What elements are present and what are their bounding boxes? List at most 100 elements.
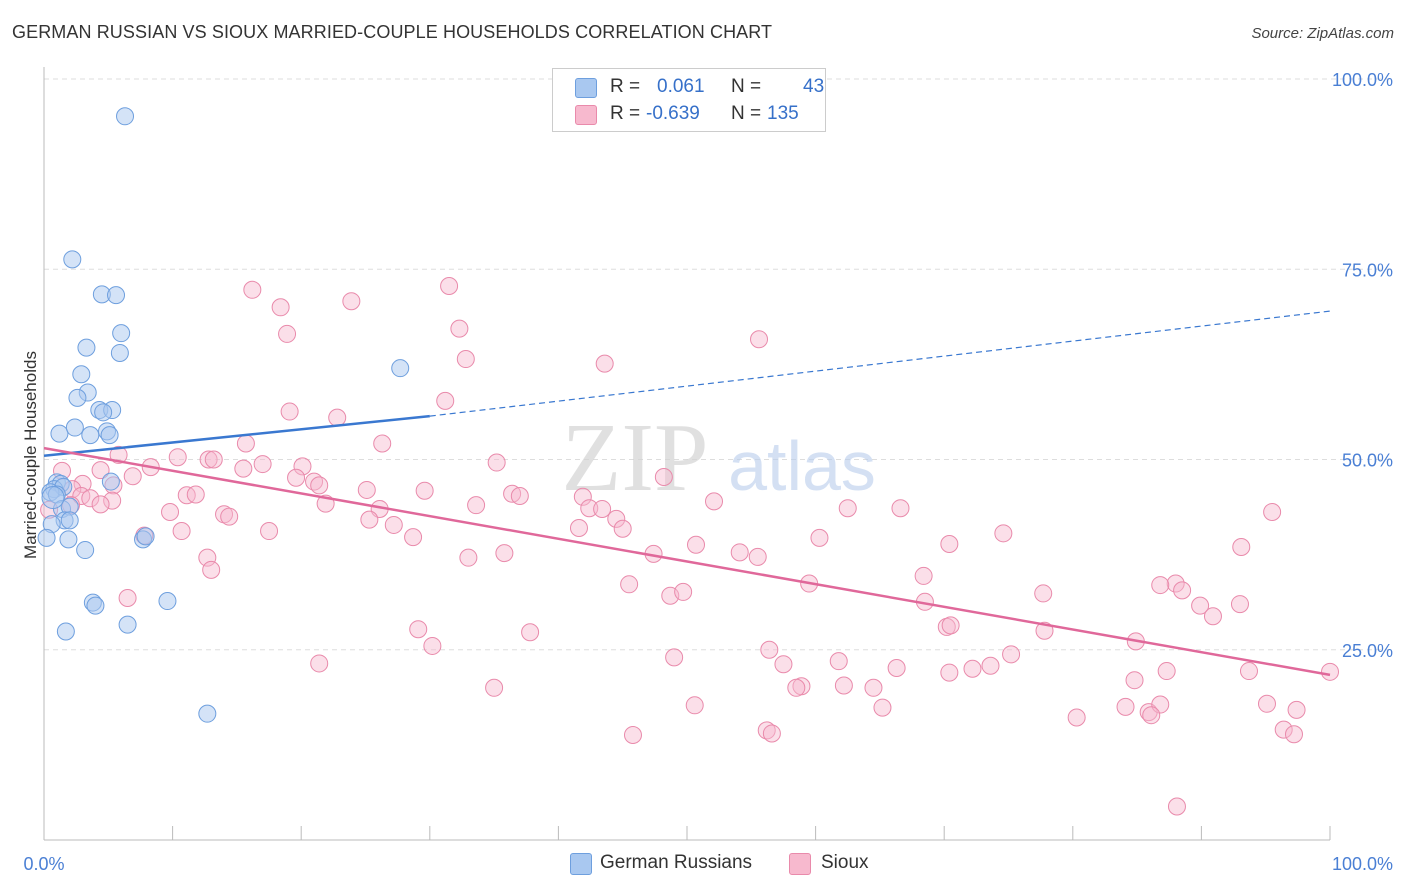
german-russians-point <box>198 704 217 723</box>
sioux-point <box>168 448 187 467</box>
sioux-point <box>757 721 776 740</box>
sioux-point <box>118 589 137 608</box>
german-russians-point <box>136 527 155 546</box>
sioux-point <box>887 659 906 678</box>
sioux-point <box>384 515 403 534</box>
chart-source: Source: ZipAtlas.com <box>1251 25 1394 42</box>
german-russians-point <box>101 472 120 491</box>
bottom-legend-swatch-sioux <box>789 853 811 875</box>
legend-swatch-german-russians <box>575 78 597 98</box>
sioux-point <box>1067 708 1086 727</box>
y-axis-label: Married-couple Households <box>21 351 40 559</box>
sioux-point <box>569 518 588 537</box>
sioux-point <box>404 528 423 547</box>
sioux-point <box>436 391 455 410</box>
sioux-point <box>243 280 262 299</box>
sioux-point <box>423 636 442 655</box>
german-russians-point <box>107 286 126 305</box>
sioux-point <box>198 548 217 567</box>
sioux-point <box>593 499 612 518</box>
sioux-point <box>510 487 529 506</box>
sioux-point <box>467 496 486 515</box>
sioux-point <box>1151 576 1170 595</box>
sioux-point <box>705 492 724 511</box>
sioux-point <box>1002 645 1021 664</box>
german-russians-points <box>37 107 410 723</box>
sioux-point <box>748 547 767 566</box>
german-russians-point <box>56 622 75 641</box>
sioux-point <box>1167 797 1186 816</box>
sioux-point <box>1125 671 1144 690</box>
sioux-point <box>1203 607 1222 626</box>
sioux-point <box>834 676 853 695</box>
sioux-point <box>1034 584 1053 603</box>
sioux-point <box>665 648 684 667</box>
sioux-point <box>260 522 279 541</box>
german-russians-point <box>37 528 56 547</box>
legend-r-value: -0.639 <box>646 103 700 124</box>
german-russians-trend-line <box>43 414 430 457</box>
y-tick-label: 100.0% <box>1332 70 1393 90</box>
sioux-point <box>310 476 329 495</box>
german-russians-point <box>65 418 84 437</box>
grid-lines <box>44 78 1393 651</box>
legend-r-value: 0.061 <box>657 76 705 97</box>
german-russians-point <box>100 426 119 445</box>
sioux-point <box>760 640 779 659</box>
legend-n-label: N = <box>731 103 762 124</box>
sioux-point <box>103 491 122 510</box>
sioux-point <box>495 544 514 563</box>
sioux-point <box>186 485 205 504</box>
watermark: ZIP atlas <box>562 404 876 512</box>
sioux-point <box>891 499 910 518</box>
sioux-point <box>456 350 475 369</box>
sioux-point <box>1321 662 1339 681</box>
german-russians-point <box>112 324 131 343</box>
german-russians-point <box>60 511 79 530</box>
sioux-point <box>1157 662 1176 681</box>
sioux-point <box>810 528 829 547</box>
sioux-point <box>623 725 642 744</box>
y-tick-label: 25.0% <box>1342 641 1393 661</box>
sioux-point <box>941 616 960 635</box>
sioux-point <box>459 548 478 567</box>
german-russians-point <box>158 592 177 611</box>
sioux-point <box>172 522 191 541</box>
tick-labels: 25.0% 50.0% 75.0% 100.0% 0.0% 100.0% <box>23 70 1393 874</box>
sioux-point <box>310 654 329 673</box>
sioux-point <box>838 499 857 518</box>
german-russians-point <box>116 107 135 126</box>
sioux-point <box>220 507 239 526</box>
german-russians-point <box>118 615 137 634</box>
german-russians-point <box>94 403 113 422</box>
sioux-point <box>613 519 632 538</box>
sioux-point <box>373 434 392 453</box>
sioux-point <box>1274 720 1293 739</box>
sioux-point <box>1173 581 1192 600</box>
sioux-point <box>521 623 540 642</box>
sioux-point <box>177 486 196 505</box>
sioux-point <box>109 445 128 464</box>
sioux-point <box>161 503 180 522</box>
sioux-point <box>485 678 504 697</box>
sioux-point <box>123 467 142 486</box>
y-tick-label: 75.0% <box>1342 260 1393 280</box>
x-tick-label: 0.0% <box>23 854 64 874</box>
y-tick-label: 50.0% <box>1342 451 1393 471</box>
german-russians-trend-extension <box>429 310 1331 417</box>
sioux-point <box>750 330 769 349</box>
sioux-point <box>963 659 982 678</box>
german-russians-point <box>110 343 129 362</box>
sioux-point <box>1191 596 1210 615</box>
sioux-point <box>253 455 272 474</box>
sioux-point <box>199 450 218 469</box>
legend-n-value: 43 <box>803 76 825 97</box>
sioux-point <box>787 678 806 697</box>
sioux-point <box>1116 697 1135 716</box>
correlation-legend: R = 0.061 N = 43 R = -0.639 N = 135 <box>552 68 826 132</box>
legend-r-label: R = <box>610 76 641 97</box>
sioux-points <box>40 276 1339 816</box>
sioux-point <box>573 487 592 506</box>
sioux-point <box>91 461 110 480</box>
